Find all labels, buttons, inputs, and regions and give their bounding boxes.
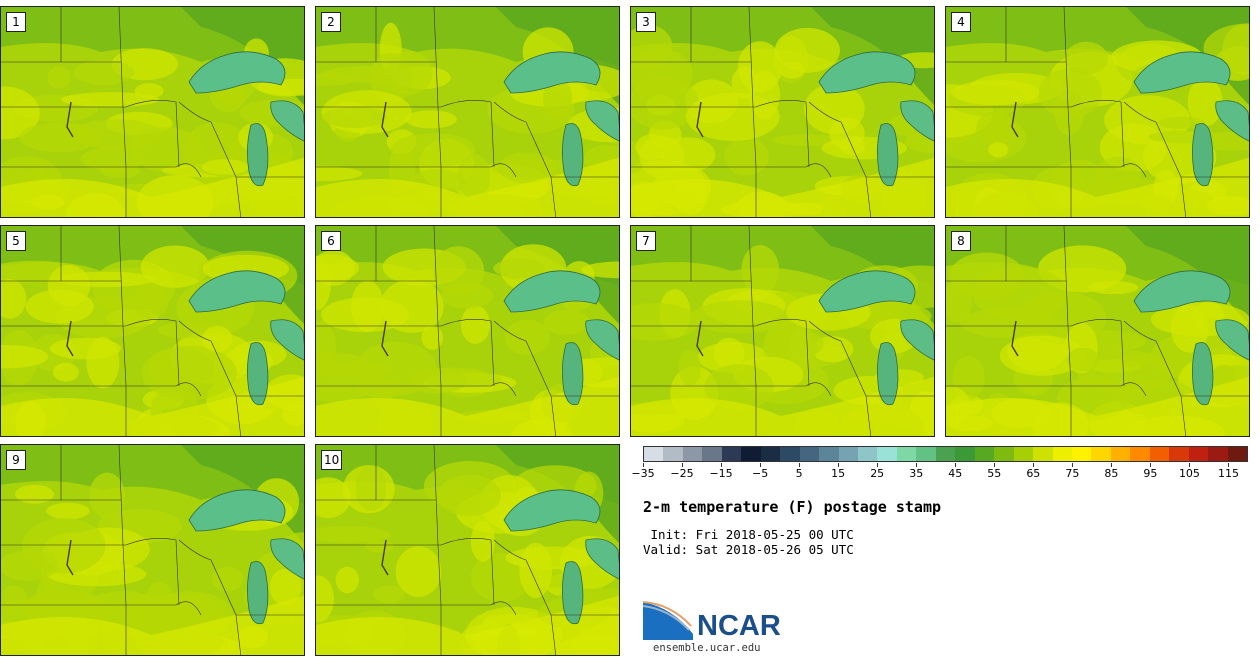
colorbar-tick-label: 115: [1217, 467, 1239, 480]
colorbar-swatch: [1188, 447, 1209, 461]
postage-stamp-panel: 2: [315, 6, 620, 218]
panel-number-label: 9: [6, 450, 26, 470]
colorbar-swatch: [857, 447, 878, 461]
colorbar-swatch: [1169, 447, 1189, 461]
colorbar-swatch: [896, 447, 917, 461]
colorbar-tick-mark: [838, 463, 840, 467]
colorbar-swatch: [1071, 447, 1092, 461]
colorbar-tick-label: 45: [948, 467, 963, 480]
colorbar-swatch: [780, 447, 800, 461]
postage-stamp-panel: 3: [630, 6, 935, 218]
postage-stamp-panel: 6: [315, 225, 620, 437]
colorbar-swatch: [1130, 447, 1150, 461]
colorbar-tick-mark: [994, 463, 996, 467]
colorbar-swatch: [916, 447, 936, 461]
colorbar-swatch: [1110, 447, 1131, 461]
colorbar-tick-label: 55: [987, 467, 1002, 480]
plot-title: 2-m temperature (F) postage stamp: [643, 498, 942, 516]
colorbar-swatch: [877, 447, 897, 461]
postage-stamp-panel: 5: [0, 225, 305, 437]
colorbar-tick-mark: [682, 463, 684, 467]
colorbar-tick-labels: −35 −25 −15 −5 5 15 25 35 45 55 65 75 85 95 105 115: [631, 463, 1248, 483]
colorbar-swatch: [1033, 447, 1053, 461]
colorbar-swatch: [682, 447, 703, 461]
panel-number-label: 2: [321, 12, 341, 32]
colorbar-tick-mark: [877, 463, 879, 467]
init-time: Init: Fri 2018-05-25 00 UTC: [643, 527, 854, 542]
postage-stamp-panel: 9: [0, 444, 305, 656]
colorbar-tick-mark: [1189, 463, 1191, 467]
colorbar-swatch: [1208, 447, 1228, 461]
colorbar-tick-label: −15: [709, 467, 733, 480]
colorbar-tick-label: 95: [1143, 467, 1158, 480]
colorbar-swatch: [819, 447, 839, 461]
colorbar-tick-label: 85: [1104, 467, 1119, 480]
temperature-colorbar: [643, 446, 1248, 462]
panel-number-label: 5: [6, 231, 26, 251]
colorbar-tick-mark: [1228, 463, 1230, 467]
colorbar-tick-label: −35: [631, 467, 655, 480]
panel-number-label: 7: [636, 231, 656, 251]
valid-time: Valid: Sat 2018-05-26 05 UTC: [643, 542, 854, 557]
colorbar-swatch: [799, 447, 820, 461]
colorbar-tick-mark: [955, 463, 957, 467]
colorbar-tick-mark: [760, 463, 762, 467]
colorbar-swatch: [1013, 447, 1034, 461]
postage-stamp-panel: 1: [0, 6, 305, 218]
panel-number-label: 8: [951, 231, 971, 251]
colorbar-tick-label: 65: [1026, 467, 1041, 480]
panel-number-label: 6: [321, 231, 341, 251]
colorbar-tick-label: 5: [795, 467, 803, 480]
colorbar-swatch: [663, 447, 683, 461]
colorbar-tick-mark: [1111, 463, 1113, 467]
postage-stamp-panel: 4: [945, 6, 1250, 218]
colorbar-tick-mark: [1150, 463, 1152, 467]
logo-url: ensemble.ucar.edu: [653, 642, 761, 654]
colorbar-swatch: [1149, 447, 1170, 461]
colorbar-tick-label: 15: [831, 467, 846, 480]
colorbar-swatch: [955, 447, 975, 461]
postage-stamp-panel: 10: [315, 444, 620, 656]
colorbar-swatch: [1227, 447, 1248, 461]
colorbar-swatch: [994, 447, 1014, 461]
colorbar-swatch: [1052, 447, 1072, 461]
ncar-logo-icon: [643, 601, 693, 640]
postage-stamp-panel: 8: [945, 225, 1250, 437]
colorbar-swatch: [721, 447, 742, 461]
panel-number-label: 10: [321, 450, 343, 470]
panel-number-label: 3: [636, 12, 656, 32]
colorbar-tick-mark: [1072, 463, 1074, 467]
colorbar-tick-mark: [799, 463, 801, 467]
colorbar-tick-label: 75: [1065, 467, 1080, 480]
colorbar-swatch: [838, 447, 858, 461]
colorbar-tick-mark: [916, 463, 918, 467]
postage-stamp-panel: 7: [630, 225, 935, 437]
colorbar-tick-mark: [721, 463, 723, 467]
colorbar-swatch: [760, 447, 781, 461]
colorbar-swatch: [702, 447, 722, 461]
colorbar-tick-mark: [643, 463, 644, 467]
colorbar-tick-label: −5: [751, 467, 769, 480]
colorbar-swatch: [1091, 447, 1111, 461]
colorbar-tick-label: 25: [870, 467, 885, 480]
colorbar-tick-mark: [1033, 463, 1035, 467]
colorbar-tick-label: −25: [670, 467, 694, 480]
colorbar-swatch: [644, 447, 664, 461]
panel-number-label: 1: [6, 12, 26, 32]
colorbar-tick-label: 35: [909, 467, 924, 480]
panel-number-label: 4: [951, 12, 971, 32]
colorbar-tick-label: 105: [1178, 467, 1200, 480]
logo-name: NCAR: [697, 610, 781, 642]
colorbar-swatch: [935, 447, 956, 461]
colorbar-swatch: [974, 447, 995, 461]
colorbar-swatch: [741, 447, 761, 461]
